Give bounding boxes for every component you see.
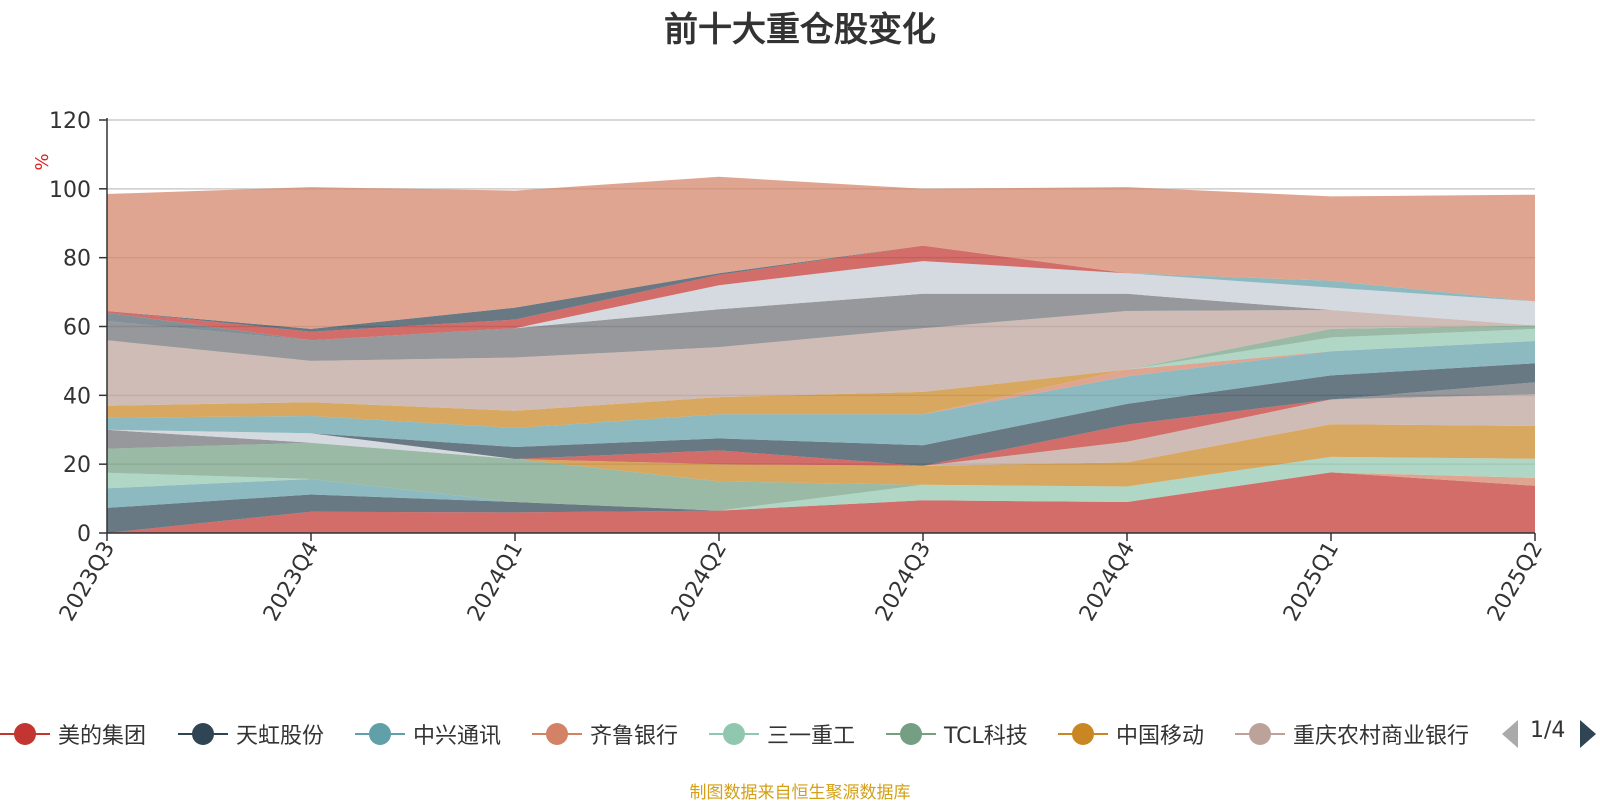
area-series-2 (107, 472, 1535, 511)
area-series-6 (107, 424, 1535, 487)
area-series-13 (107, 341, 1535, 447)
legend-label: 重庆农村商业银行 (1293, 724, 1470, 749)
area-series-0 (107, 472, 1535, 533)
legend-marker-icon (14, 723, 36, 745)
area-series (107, 176, 1535, 533)
area-series-21 (107, 261, 1535, 341)
area-series-17 (107, 325, 1535, 428)
legend-marker-icon (900, 723, 922, 745)
legend-marker-icon (1249, 723, 1271, 745)
area-series-25 (107, 176, 1535, 329)
x-tick-label-0: 2023Q3 (55, 538, 120, 626)
legend: 美的集团 天虹股份 中兴通讯 齐鲁银行 三一重工 TCL科技 中国移动 重庆农村商业银行 (0, 714, 1600, 754)
x-tick-label-5: 2024Q4 (1075, 538, 1140, 626)
legend-marker-icon (546, 723, 568, 745)
legend-marker-icon (369, 723, 391, 745)
data-source-note: 制图数据来自恒生聚源数据库 (689, 783, 911, 803)
y-tick-label-5: 100 (49, 178, 91, 203)
legend-marker-icon (723, 723, 745, 745)
area-series-12 (107, 363, 1535, 466)
legend-page-indicator: 1/4 (1530, 718, 1566, 743)
x-tick-label-6: 2025Q1 (1279, 538, 1344, 626)
legend-prev-page-icon[interactable] (1502, 720, 1518, 748)
stacked-area-chart: 0 20 40 60 80 100 120 2023Q3 2023Q4 2024Q1 2024Q2 2… (32, 109, 1548, 626)
chart-title: 前十大重仓股变化 (664, 10, 936, 50)
area-series-7 (107, 394, 1535, 466)
legend-label: TCL科技 (944, 724, 1028, 749)
legend-next-page-icon[interactable] (1580, 720, 1596, 748)
x-tick-label-7: 2025Q2 (1483, 538, 1548, 626)
legend-label: 三一重工 (767, 724, 856, 749)
legend-label: 中兴通讯 (413, 724, 502, 749)
y-tick-label-4: 80 (63, 247, 91, 272)
area-series-5 (107, 442, 1535, 511)
x-tick-label-2: 2024Q1 (463, 538, 528, 626)
legend-marker-icon (192, 723, 214, 745)
y-tick-label-0: 0 (77, 522, 91, 547)
legend-marker-icon (1072, 723, 1094, 745)
y-tick-label-2: 40 (63, 384, 91, 409)
legend-label: 中国移动 (1116, 724, 1205, 749)
area-series-18 (107, 310, 1535, 411)
x-tick-label-3: 2024Q2 (667, 538, 732, 626)
legend-label: 美的集团 (58, 724, 147, 749)
x-tick-label-1: 2023Q4 (259, 538, 324, 626)
area-series-22 (107, 245, 1535, 341)
area-series-4 (107, 456, 1535, 511)
y-tick-label-1: 20 (63, 453, 91, 478)
y-tick-label-6: 120 (49, 109, 91, 134)
legend-label: 天虹股份 (236, 724, 325, 749)
x-tick-label-4: 2024Q3 (871, 538, 936, 626)
legend-label: 齐鲁银行 (590, 724, 679, 749)
area-series-3 (107, 472, 1535, 511)
y-tick-label-3: 60 (63, 316, 91, 341)
y-axis-label: % (32, 153, 53, 170)
area-series-1 (107, 472, 1535, 533)
area-series-15 (107, 328, 1535, 428)
area-series-19 (107, 293, 1535, 361)
